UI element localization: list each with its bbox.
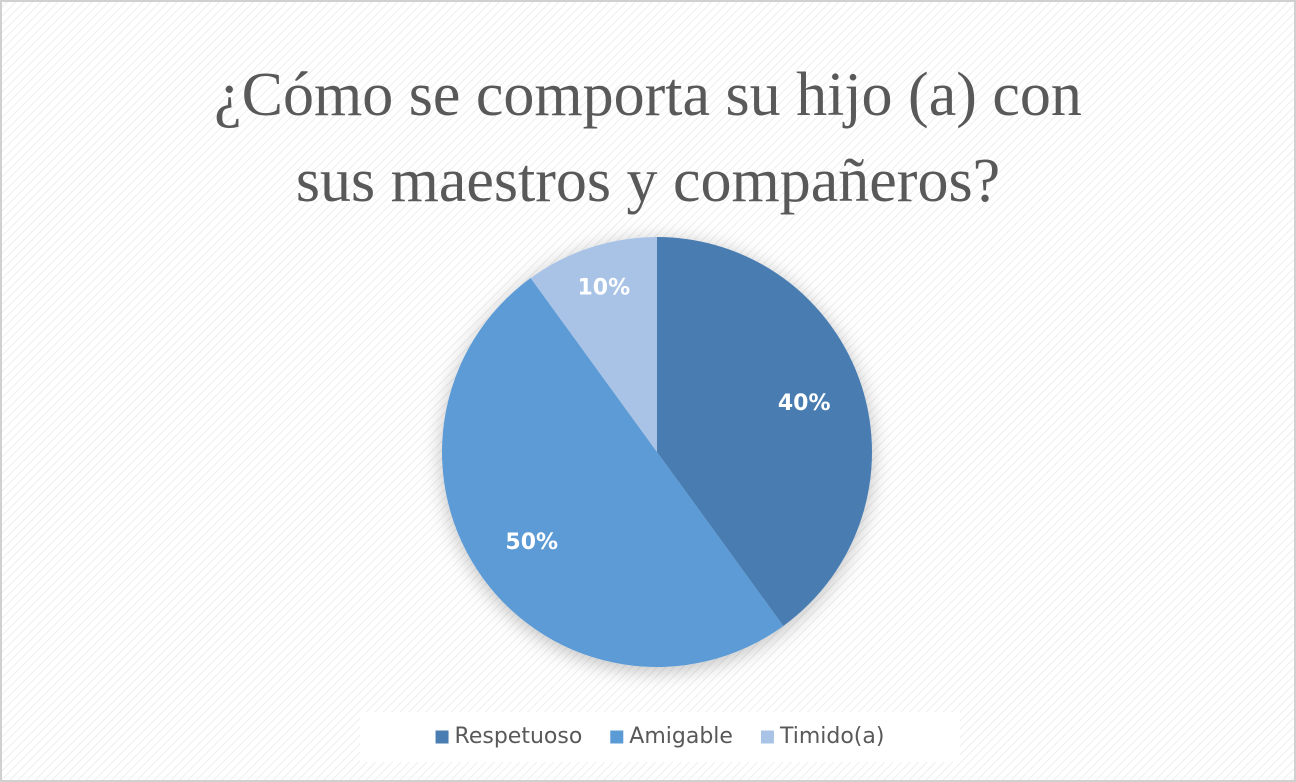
legend-label: Amigable xyxy=(629,724,733,749)
chart-title: ¿Cómo se comporta su hijo (a) con sus ma… xyxy=(214,61,1082,215)
legend-swatch xyxy=(435,730,449,744)
legend-swatch xyxy=(610,730,624,744)
pie-slice xyxy=(441,278,784,667)
data-label: 40% xyxy=(778,391,831,416)
legend-swatch xyxy=(760,730,774,744)
legend-label: Timido(a) xyxy=(779,724,885,749)
pie-slice xyxy=(530,237,657,452)
pie xyxy=(441,237,873,667)
pie-slice xyxy=(657,237,873,626)
legend-box xyxy=(360,712,960,762)
data-label: 50% xyxy=(505,530,558,555)
legend-label: Respetuoso xyxy=(455,724,583,749)
data-label: 10% xyxy=(578,275,631,300)
